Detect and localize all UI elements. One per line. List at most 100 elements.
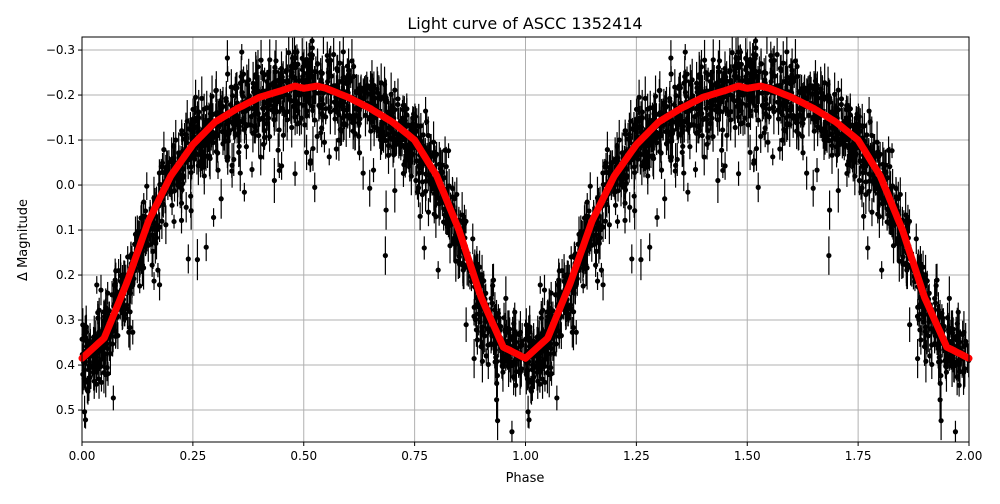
data-point [327,62,332,67]
data-point [947,296,952,301]
data-point [262,135,267,140]
data-point [765,140,770,145]
data-point [256,133,261,138]
data-point [98,287,103,292]
data-point [286,50,291,55]
data-point [310,52,315,57]
data-point [119,310,124,315]
data-point [296,101,301,106]
data-point [653,94,658,99]
data-point [907,322,912,327]
data-point [258,58,263,63]
data-point [704,142,709,147]
data-point [267,103,272,108]
data-point [632,208,637,213]
data-point [501,315,506,320]
data-point [408,154,413,159]
data-point [420,192,425,197]
data-point [775,52,780,57]
data-point [648,105,653,110]
data-point [938,418,943,423]
data-point [141,214,146,219]
data-point [293,65,298,70]
data-point [392,188,397,193]
data-point [141,199,146,204]
data-point [836,87,841,92]
data-point [264,112,269,117]
data-point [383,138,388,143]
data-point [361,171,366,176]
data-point [413,178,418,183]
data-point [225,155,230,160]
data-point [276,148,281,153]
data-point [475,265,480,270]
data-point [415,189,420,194]
data-point [486,362,491,367]
data-point [953,429,958,434]
data-point [418,214,423,219]
data-point [224,99,229,104]
data-point [627,205,632,210]
data-point [457,254,462,259]
data-point [716,65,721,70]
data-point [346,68,351,73]
data-point [383,253,388,258]
data-point [875,211,880,216]
data-point [858,189,863,194]
data-point [202,173,207,178]
data-point [559,268,564,273]
data-point [242,190,247,195]
data-point [341,49,346,54]
data-point [192,157,197,162]
data-point [277,127,282,132]
data-point [787,122,792,127]
data-point [695,89,700,94]
data-point [508,360,513,365]
data-point [351,118,356,123]
data-point [267,57,272,62]
data-point [185,119,190,124]
data-point [714,103,719,108]
data-point [157,225,162,230]
data-point [157,282,162,287]
data-point [525,409,530,414]
data-point [272,109,277,114]
data-point [211,215,216,220]
data-point [349,58,354,63]
data-point [437,201,442,206]
data-point [344,122,349,127]
data-point [615,219,620,224]
data-point [668,55,673,60]
data-point [426,210,431,215]
data-point [189,208,194,213]
data-point [866,108,871,113]
data-point [233,83,238,88]
data-point [239,49,244,54]
data-point [289,125,294,130]
data-point [781,61,786,66]
data-point [338,127,343,132]
data-point [512,310,517,315]
data-point [724,109,729,114]
data-point [169,203,174,208]
data-point [526,417,531,422]
data-point [705,135,710,140]
data-point [255,88,260,93]
data-point [186,256,191,261]
data-point [478,344,483,349]
data-point [371,168,376,173]
data-point [715,178,720,183]
data-point [669,155,674,160]
data-point [710,134,715,139]
data-point [334,146,339,151]
data-point [460,263,465,268]
data-point [447,243,452,248]
data-point [431,140,436,145]
data-point [243,109,248,114]
data-point [252,112,257,117]
data-point [683,49,688,54]
data-point [456,259,461,264]
data-point [232,115,237,120]
data-point [213,88,218,93]
data-point [368,129,373,134]
